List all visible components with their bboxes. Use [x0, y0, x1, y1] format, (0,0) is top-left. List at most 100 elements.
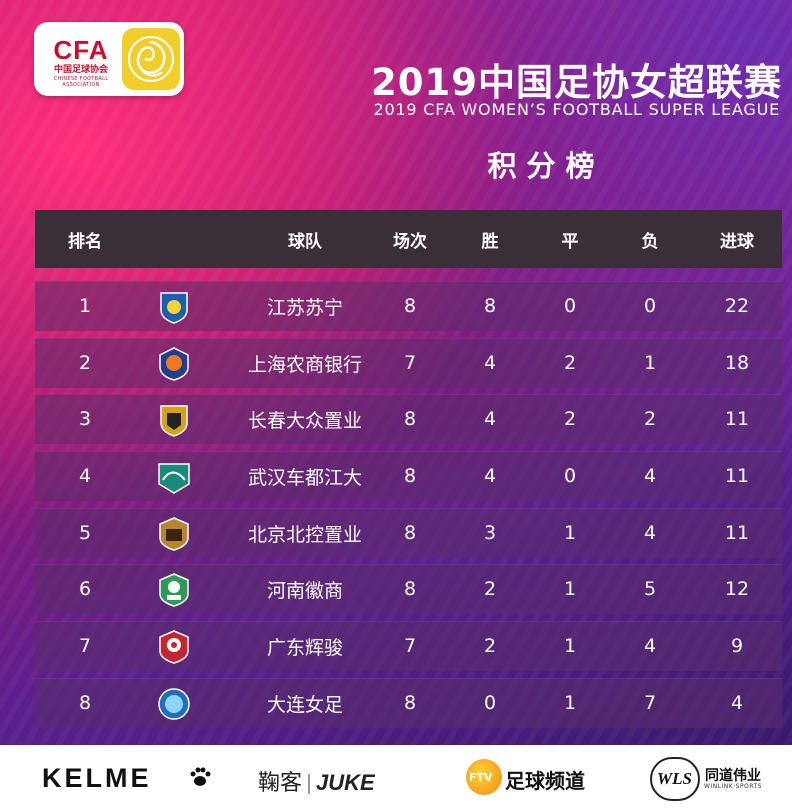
- drawn-cell: 0: [563, 465, 577, 487]
- team-name-cell: 河南徽商: [266, 579, 343, 602]
- table-row: 6 河南徽商 8 2 1 5 12: [35, 564, 782, 614]
- cfa-logo-text: CFA: [53, 35, 109, 65]
- goals-cell: 11: [724, 408, 750, 430]
- played-cell: 8: [403, 522, 417, 544]
- team-name-cell: 北京北控置业: [247, 523, 362, 546]
- won-cell: 8: [483, 295, 497, 317]
- lost-cell: 1: [643, 352, 657, 374]
- lost-cell: 0: [643, 295, 657, 317]
- played-cell: 8: [403, 408, 417, 430]
- ftv-badge-text: FTV: [469, 771, 493, 784]
- table-row: 3 长春大众置业 8 4 2 2 11: [35, 394, 782, 444]
- column-header-played: 场次: [393, 231, 427, 252]
- column-header-won: 胜: [481, 231, 499, 252]
- won-cell: 4: [483, 465, 497, 487]
- cfa-logo-subtext: 中国足球协会: [53, 65, 108, 75]
- page-title-english: 2019 CFA WOMEN’S FOOTBALL SUPER LEAGUE: [373, 100, 780, 119]
- drawn-cell: 1: [563, 578, 577, 600]
- table-row: 8 大连女足 8 0 1 7 4: [35, 678, 782, 728]
- won-cell: 3: [483, 522, 497, 544]
- won-cell: 4: [483, 408, 497, 430]
- rank-cell: 6: [78, 578, 92, 600]
- lost-cell: 2: [643, 408, 657, 430]
- table-row: 5 北京北控置业 8 3 1 4 11: [35, 508, 782, 558]
- table-row: 2 上海农商银行 7 4 2 1 18: [35, 338, 782, 388]
- lost-cell: 5: [643, 578, 657, 600]
- team-badge-icon: [159, 347, 189, 381]
- lost-cell: 4: [643, 635, 657, 657]
- won-cell: 2: [483, 635, 497, 657]
- paw-icon: [190, 767, 211, 786]
- juke-cn-text: 鞠客: [258, 771, 303, 796]
- lost-cell: 7: [643, 692, 657, 714]
- rank-cell: 5: [78, 522, 92, 544]
- column-header-drawn: 平: [561, 231, 579, 252]
- column-header-rank: 排名: [68, 231, 102, 252]
- goals-cell: 11: [724, 522, 750, 544]
- column-header-goals: 进球: [720, 231, 754, 252]
- rose-icon: [122, 28, 180, 90]
- won-cell: 0: [483, 692, 497, 714]
- drawn-cell: 1: [563, 692, 577, 714]
- rank-cell: 4: [78, 465, 92, 487]
- goals-cell: 9: [730, 635, 744, 657]
- page-title: 2019中国足协女超联赛: [371, 61, 782, 104]
- drawn-cell: 1: [563, 635, 577, 657]
- juke-en-text: JUKE: [316, 770, 375, 795]
- goals-cell: 4: [730, 692, 744, 714]
- rank-cell: 2: [78, 352, 92, 374]
- team-badge-icon: [160, 405, 188, 437]
- juke-divider: [308, 774, 311, 794]
- juke-logo: 鞠客 JUKE: [258, 765, 375, 797]
- column-header-team: 球队: [288, 231, 322, 252]
- rank-cell: 1: [78, 295, 92, 317]
- kelme-logo: KELME: [42, 763, 152, 793]
- played-cell: 7: [403, 352, 417, 374]
- drawn-cell: 2: [563, 408, 577, 430]
- drawn-cell: 1: [563, 522, 577, 544]
- played-cell: 8: [403, 465, 417, 487]
- ftv-logo-icon: FTV: [466, 759, 502, 795]
- wls-logo-text: 同道伟业: [705, 768, 761, 784]
- wls-logo-icon: WLS: [650, 757, 700, 801]
- team-name-cell: 江苏苏宁: [266, 296, 343, 319]
- table-row: 7 广东辉骏 7 2 1 4 9: [35, 621, 782, 671]
- wls-logo-subtext: WINLINK·SPORTS: [704, 783, 762, 790]
- ftv-logo-text: 足球频道: [505, 769, 585, 793]
- played-cell: 7: [403, 635, 417, 657]
- goals-cell: 12: [724, 578, 750, 600]
- table-row: 1 江苏苏宁 8 8 0 0 22: [35, 281, 782, 331]
- cfa-logo: CFA 中国足球协会 CHINESE FOOTBALL ASSOCIATION: [34, 22, 184, 96]
- standings-subtitle: 积分榜: [487, 149, 605, 183]
- team-name-cell: 上海农商银行: [247, 353, 362, 376]
- sponsor-bar: KELME 鞠客 JUKE FTV 足球频道 WLS 同道伟业 WINLINK·S…: [0, 745, 792, 810]
- played-cell: 8: [403, 578, 417, 600]
- team-badge-icon: [160, 292, 188, 324]
- cfa-logo-tinytext: CHINESE FOOTBALL ASSOCIATION: [53, 76, 109, 88]
- team-badge-icon: [158, 688, 190, 720]
- cfa-wordmark: CFA 中国足球协会 CHINESE FOOTBALL ASSOCIATION: [46, 36, 116, 88]
- goals-cell: 22: [724, 295, 750, 317]
- wls-badge-text: WLS: [657, 769, 692, 788]
- lost-cell: 4: [643, 522, 657, 544]
- team-name-cell: 长春大众置业: [247, 409, 362, 432]
- won-cell: 4: [483, 352, 497, 374]
- column-header-lost: 负: [641, 231, 659, 252]
- table-header: 排名 球队 场次 胜 平 负 进球: [35, 210, 782, 268]
- team-name-cell: 广东辉骏: [266, 636, 343, 659]
- team-badge-icon: [159, 517, 189, 551]
- team-badge-icon: [158, 463, 190, 494]
- team-badge-icon: [159, 573, 189, 607]
- drawn-cell: 2: [563, 352, 577, 374]
- won-cell: 2: [483, 578, 497, 600]
- table-row: 4 武汉车都江大 8 4 0 4 11: [35, 451, 782, 501]
- goals-cell: 11: [724, 465, 750, 487]
- rank-cell: 8: [78, 692, 92, 714]
- lost-cell: 4: [643, 465, 657, 487]
- team-badge-icon: [159, 630, 189, 664]
- team-name-cell: 大连女足: [266, 693, 343, 716]
- drawn-cell: 0: [563, 295, 577, 317]
- rank-cell: 3: [78, 408, 92, 430]
- played-cell: 8: [403, 692, 417, 714]
- goals-cell: 18: [724, 352, 750, 374]
